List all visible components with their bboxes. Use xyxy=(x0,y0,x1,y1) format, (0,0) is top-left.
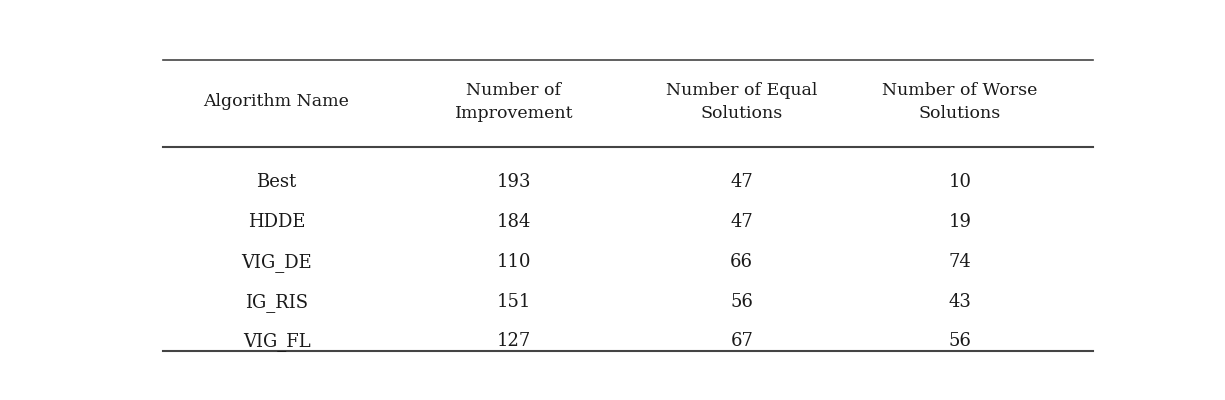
Text: 10: 10 xyxy=(948,173,971,191)
Text: 151: 151 xyxy=(496,293,532,311)
Text: IG_RIS: IG_RIS xyxy=(245,293,309,312)
Text: 110: 110 xyxy=(496,253,532,271)
Text: 184: 184 xyxy=(496,213,532,231)
Text: Algorithm Name: Algorithm Name xyxy=(203,94,349,110)
Text: Number of Equal
Solutions: Number of Equal Solutions xyxy=(666,82,817,122)
Text: 47: 47 xyxy=(730,173,753,191)
Text: 66: 66 xyxy=(730,253,753,271)
Text: 127: 127 xyxy=(497,332,530,350)
Text: 47: 47 xyxy=(730,213,753,231)
Text: 74: 74 xyxy=(948,253,971,271)
Text: VIG_DE: VIG_DE xyxy=(241,252,312,272)
Text: Number of
Improvement: Number of Improvement xyxy=(454,82,573,122)
Text: Number of Worse
Solutions: Number of Worse Solutions xyxy=(882,82,1038,122)
Text: 67: 67 xyxy=(730,332,753,350)
Text: HDDE: HDDE xyxy=(247,213,305,231)
Text: Best: Best xyxy=(256,173,296,191)
Text: 56: 56 xyxy=(948,332,971,350)
Text: 43: 43 xyxy=(948,293,971,311)
Text: 56: 56 xyxy=(730,293,753,311)
Text: 193: 193 xyxy=(496,173,532,191)
Text: VIG_FL: VIG_FL xyxy=(243,332,310,351)
Text: 19: 19 xyxy=(948,213,971,231)
